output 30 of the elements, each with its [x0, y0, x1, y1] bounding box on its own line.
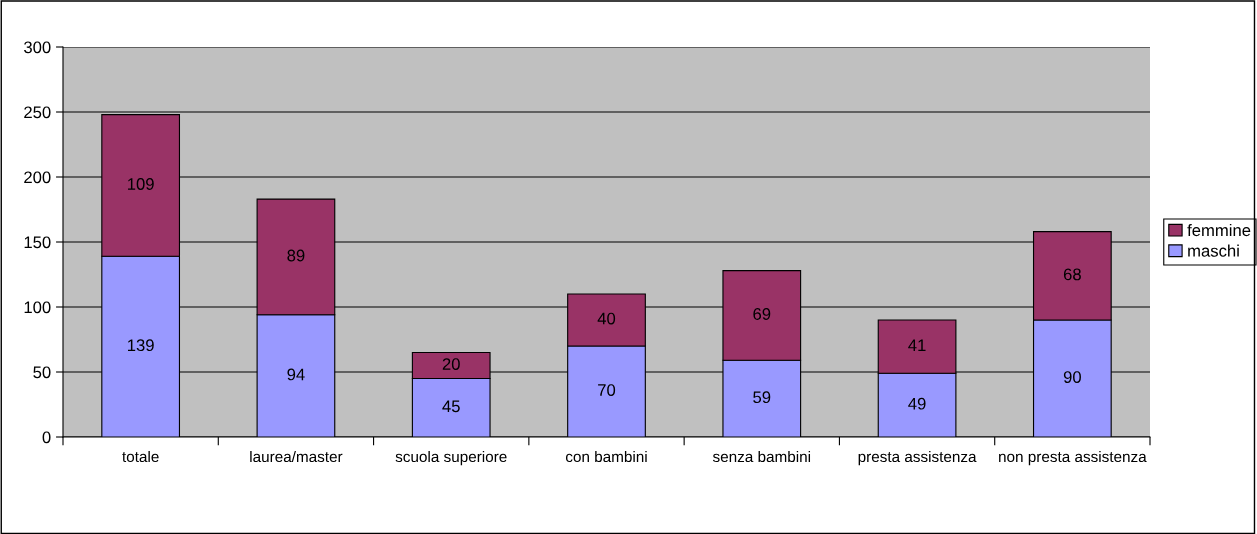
- y-tick-label: 100: [24, 301, 51, 314]
- data-label: 70: [598, 384, 616, 396]
- x-tick-label: presta assistenza: [858, 450, 977, 466]
- data-label: 41: [908, 339, 926, 351]
- legend-label: femmine: [1187, 223, 1251, 237]
- data-label: 45: [442, 400, 460, 413]
- y-tick-label: 0: [42, 431, 51, 444]
- x-tick-label: scuola superiore: [395, 450, 507, 466]
- x-tick-label: totale: [122, 450, 159, 463]
- data-label: 59: [753, 391, 771, 404]
- data-label: 69: [753, 308, 771, 320]
- x-tick-label: senza bambini: [712, 450, 811, 463]
- x-tick-label: con bambini: [565, 450, 647, 463]
- x-tick-label: non presta assistenza: [999, 450, 1147, 466]
- y-tick-label: 200: [24, 171, 51, 184]
- data-label: 109: [128, 178, 154, 190]
- legend-label: maschi: [1188, 244, 1239, 257]
- data-label: 89: [287, 249, 305, 262]
- y-tick-label: 300: [24, 41, 51, 54]
- data-label: 20: [442, 358, 460, 370]
- y-tick-label: 50: [33, 366, 51, 379]
- data-label: 139: [128, 339, 154, 352]
- data-label: 49: [908, 397, 926, 410]
- data-label: 90: [1063, 371, 1081, 383]
- x-tick-label: laurea/master: [250, 450, 343, 463]
- data-label: 94: [287, 368, 305, 381]
- data-label: 40: [597, 312, 616, 325]
- y-tick-label: 150: [24, 236, 51, 249]
- data-label: 68: [1063, 268, 1081, 281]
- y-tick-label: 250: [24, 106, 51, 119]
